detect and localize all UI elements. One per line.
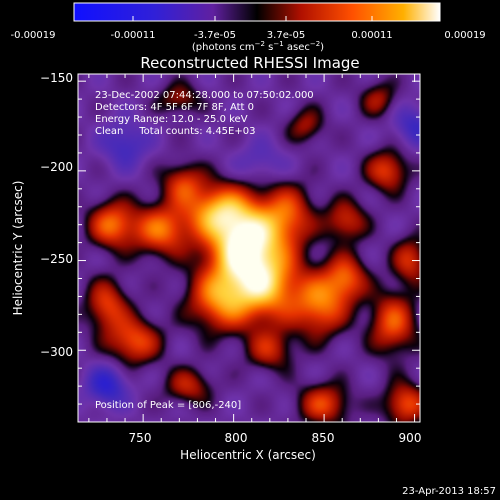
annotation-energy-range: Energy Range: 12.0 - 25.0 keV xyxy=(95,114,248,125)
colorbar: -0.00019 -0.00011 -3.7e-05 3.7e-05 0.000… xyxy=(11,2,486,53)
x-tick-label: 900 xyxy=(399,431,422,445)
colorbar-tick-label: 3.7e-05 xyxy=(267,30,305,41)
y-axis-label: Heliocentric Y (arcsec) xyxy=(11,181,25,316)
colorbar-units: (photons cm−2 s−1 asec−2) xyxy=(192,40,324,53)
colorbar-tick-label: -0.00019 xyxy=(11,30,56,41)
colorbar-tick-label: -0.00011 xyxy=(111,30,156,41)
colorbar-gradient xyxy=(73,2,441,22)
annotation-total-counts: Clean Total counts: 4.45E+03 xyxy=(95,126,255,137)
colorbar-tick-label: 0.00011 xyxy=(351,30,392,41)
x-axis-label: Heliocentric X (arcsec) xyxy=(180,448,316,462)
x-tick-label: 800 xyxy=(225,431,248,445)
colorbar-tick-label: 0.00019 xyxy=(444,30,485,41)
annotation-time-range: 23-Dec-2002 07:44:28.000 to 07:50:02.000 xyxy=(95,90,314,101)
plot-frame xyxy=(77,73,421,423)
x-tick-label: 750 xyxy=(129,431,152,445)
colorbar-ticks xyxy=(132,16,373,21)
annotation-detectors: Detectors: 4F 5F 6F 7F 8F, Att 0 xyxy=(95,102,254,113)
footer-timestamp: 23-Apr-2013 18:57 xyxy=(402,486,496,497)
chart-title: Reconstructed RHESSI Image xyxy=(140,54,359,72)
y-tick-label: −300 xyxy=(40,345,73,359)
plot-area xyxy=(77,73,421,423)
y-tick-label: −150 xyxy=(40,71,73,85)
colorbar-tick-label: -3.7e-05 xyxy=(194,30,236,41)
y-tick-label: −200 xyxy=(40,160,73,174)
y-tick-label: −250 xyxy=(40,252,73,266)
heatmap-image xyxy=(78,74,420,422)
axis-ticks xyxy=(78,74,420,423)
x-tick-label: 850 xyxy=(312,431,335,445)
annotation-peak-position: Position of Peak = [806,-240] xyxy=(95,400,241,411)
